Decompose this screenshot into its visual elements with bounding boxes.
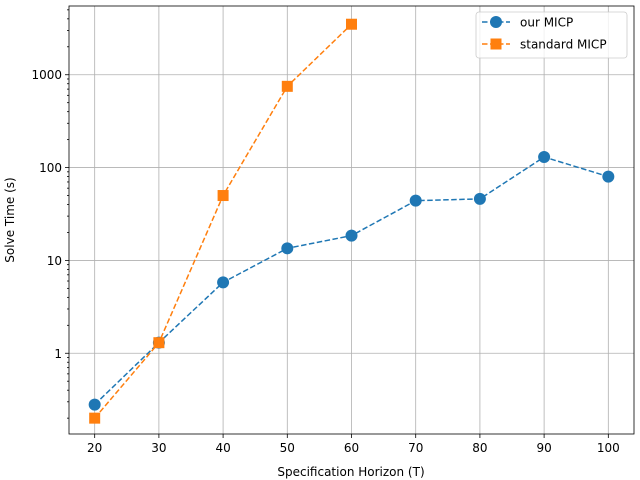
data-point-standard-micp (153, 337, 165, 349)
x-tick-label: 50 (280, 441, 295, 455)
legend-box (475, 11, 628, 59)
x-tick-label: 80 (472, 441, 487, 455)
legend: our MICP standard MICP (475, 11, 628, 59)
data-point-our-micp (473, 192, 486, 205)
x-tick-label: 90 (536, 441, 551, 455)
data-point-standard-micp (89, 412, 101, 424)
y-axis-label: Solve Time (s) (3, 177, 17, 262)
legend-marker-standard-micp (490, 38, 502, 50)
grid (69, 6, 634, 434)
data-point-standard-micp (217, 190, 229, 202)
y-tick-label: 10 (47, 254, 62, 268)
x-tick-label: 70 (408, 441, 423, 455)
data-point-standard-micp (281, 80, 293, 92)
x-tick-label: 30 (151, 441, 166, 455)
y-tick-label: 100 (39, 161, 62, 175)
x-tick-label: 100 (597, 441, 620, 455)
legend-label-standard-micp: standard MICP (520, 38, 607, 52)
y-tick-label: 1 (54, 347, 62, 361)
data-point-our-micp (88, 398, 101, 411)
data-point-our-micp (281, 242, 294, 255)
data-point-our-micp (538, 150, 551, 163)
x-tick-label: 40 (215, 441, 230, 455)
x-tick-label: 20 (87, 441, 102, 455)
legend-marker-our-micp (490, 16, 502, 28)
x-axis-label: Specification Horizon (T) (277, 465, 424, 479)
legend-label-our-micp: our MICP (520, 16, 573, 30)
data-point-our-micp (602, 170, 615, 183)
x-tick-label: 60 (344, 441, 359, 455)
data-point-our-micp (409, 194, 422, 207)
data-point-our-micp (217, 276, 230, 289)
series-layer (88, 18, 615, 424)
data-point-standard-micp (346, 18, 357, 30)
y-tick-label: 1000 (31, 68, 62, 82)
data-point-our-micp (345, 229, 358, 242)
